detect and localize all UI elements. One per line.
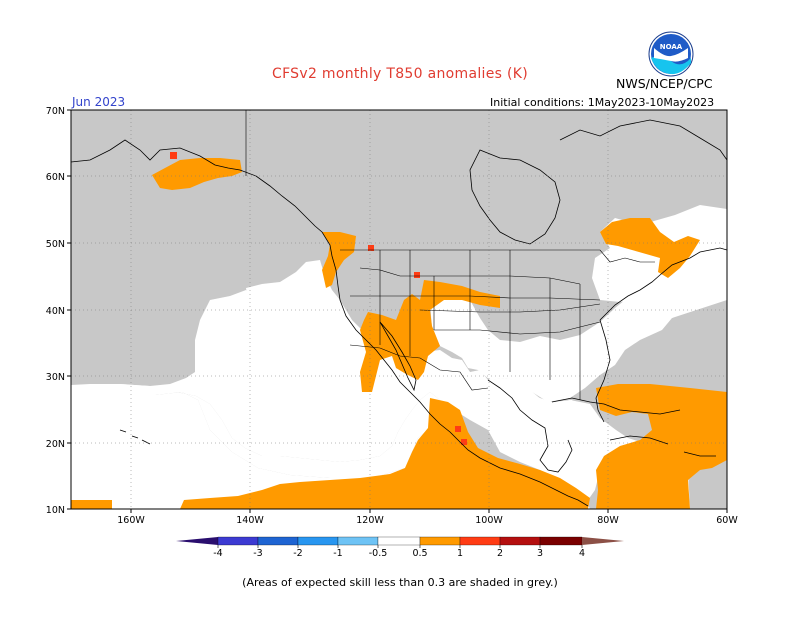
graticule bbox=[71, 110, 727, 509]
lon-label: 140W bbox=[236, 515, 264, 526]
colorbar-label: 4 bbox=[579, 548, 585, 559]
colorbar-box bbox=[377, 536, 421, 546]
colorbar-arrow-left bbox=[176, 537, 218, 545]
latitude-labels: 70N 60N 50N 40N 30N 20N 10N bbox=[46, 106, 65, 516]
organization-label: NWS/NCEP/CPC bbox=[616, 76, 713, 91]
colorbar-arrow-right bbox=[582, 537, 624, 545]
colorbar-box bbox=[297, 536, 339, 546]
lat-label: 30N bbox=[46, 372, 65, 383]
lat-label: 10N bbox=[46, 505, 65, 516]
colorbar-box bbox=[499, 536, 541, 546]
lat-label: 60N bbox=[46, 172, 65, 183]
colorbar-box bbox=[217, 536, 259, 546]
colorbar-label: -3 bbox=[253, 548, 262, 559]
colorbar-label: 2 bbox=[497, 548, 503, 559]
noaa-logo: NOAA bbox=[648, 31, 694, 77]
colorbar-label: 0.5 bbox=[412, 548, 427, 559]
lat-label: 40N bbox=[46, 306, 65, 317]
lon-label: 80W bbox=[597, 515, 619, 526]
colorbar-label: -2 bbox=[293, 548, 302, 559]
anomaly-map: 70N 60N 50N 40N 30N 20N 10N 160W 140W 12… bbox=[46, 106, 739, 526]
colorbar-box bbox=[459, 536, 501, 546]
lat-label: 50N bbox=[46, 239, 65, 250]
colorbar-label: 1 bbox=[457, 548, 463, 559]
noaa-logo-text: NOAA bbox=[660, 43, 683, 51]
lat-label: 20N bbox=[46, 439, 65, 450]
neutral-region bbox=[71, 260, 727, 500]
coastlines bbox=[70, 119, 728, 507]
colorbar-box bbox=[257, 536, 299, 546]
colorbar-box bbox=[337, 536, 379, 546]
initial-conditions: Initial conditions: 1May2023-10May2023 bbox=[490, 96, 715, 109]
colorbar-box bbox=[419, 536, 461, 546]
colorbar-boxes bbox=[176, 536, 624, 548]
colorbar-box bbox=[539, 536, 583, 546]
lon-label: 60W bbox=[716, 515, 738, 526]
colorbar-label: -4 bbox=[213, 548, 222, 559]
lon-label: 160W bbox=[117, 515, 145, 526]
forecast-month: Jun 2023 bbox=[72, 95, 126, 109]
strong-warm-anomaly-region bbox=[170, 152, 467, 445]
colorbar-label: -0.5 bbox=[369, 548, 388, 559]
colorbar-label: -1 bbox=[333, 548, 342, 559]
lat-label: 70N bbox=[46, 106, 65, 117]
colorbar-labels: -4 -3 -2 -1 -0.5 0.5 1 2 3 4 bbox=[213, 548, 585, 559]
map-title: CFSv2 monthly T850 anomalies (K) bbox=[272, 66, 528, 82]
political-borders bbox=[245, 110, 655, 400]
skill-footnote: (Areas of expected skill less than 0.3 a… bbox=[242, 576, 558, 589]
lon-label: 120W bbox=[356, 515, 384, 526]
lon-label: 100W bbox=[475, 515, 503, 526]
colorbar-label: 3 bbox=[537, 548, 543, 559]
longitude-labels: 160W 140W 120W 100W 80W 60W bbox=[117, 515, 738, 526]
